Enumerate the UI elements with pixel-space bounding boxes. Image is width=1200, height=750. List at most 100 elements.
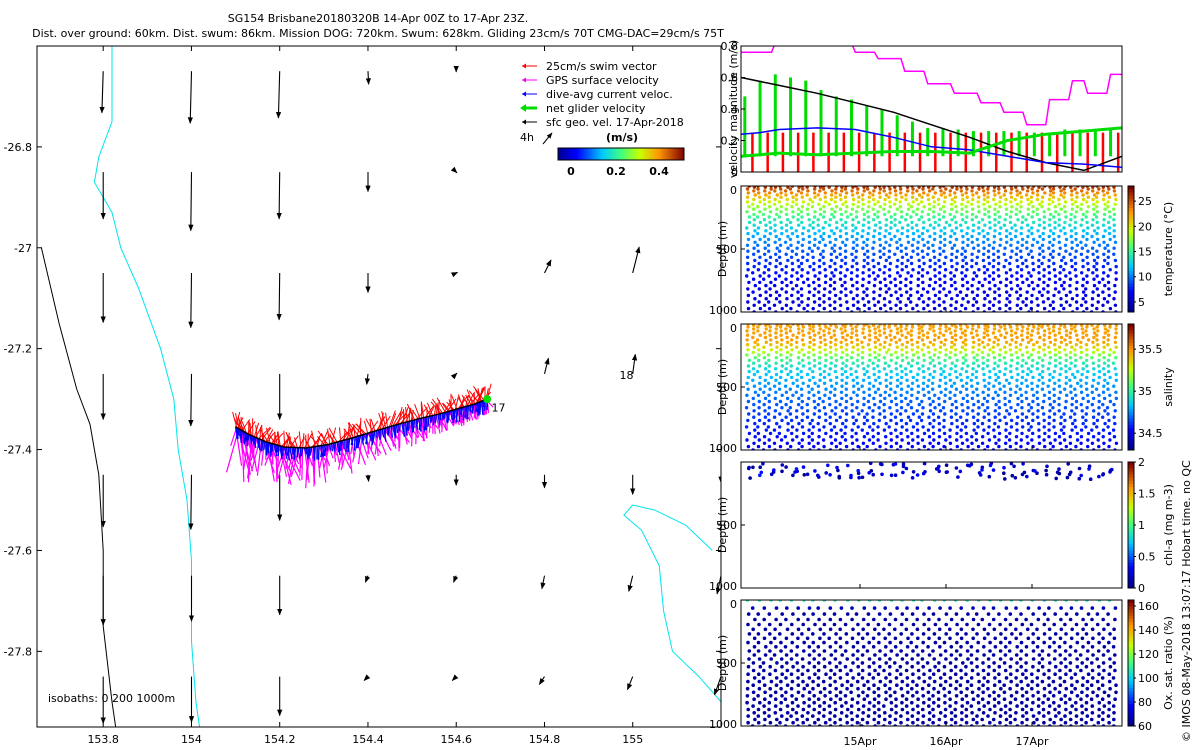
chla-sample [1097, 474, 1101, 479]
swim-vector [260, 429, 265, 442]
chla-sample [1088, 477, 1093, 482]
temperature-sample [780, 231, 784, 236]
temperature-colorbar-segment [1128, 217, 1134, 222]
temperature-sample [1103, 258, 1107, 263]
salinity-sample [961, 396, 965, 401]
salinity-sample [839, 390, 844, 394]
salinity-sample [807, 324, 812, 327]
temperature-sample [893, 252, 897, 256]
temperature-sample [964, 220, 968, 225]
temperature-sample [871, 193, 875, 197]
salinity-sample [812, 399, 816, 404]
temperature-sample [1079, 252, 1084, 256]
chla-colorbar-segment [1128, 506, 1134, 510]
velocity-series-line [741, 46, 1122, 126]
temperature-sample [835, 226, 839, 230]
oxygen-sample [922, 679, 927, 684]
temperature-sample [878, 226, 882, 230]
oxygen-sample [840, 653, 844, 657]
temperature-sample [1036, 283, 1040, 288]
salinity-colorbar-segment [1128, 409, 1134, 413]
oxygen-sample [905, 606, 909, 610]
temperature-sample [1095, 210, 1100, 214]
oxygen-sample [899, 720, 903, 725]
oxygen-sample [997, 612, 1001, 616]
salinity-sample [785, 340, 790, 344]
salinity-colorbar-segment [1128, 364, 1134, 369]
chla-sample [856, 468, 860, 473]
temperature-sample [753, 283, 757, 288]
salinity-sample [1027, 402, 1031, 407]
temperature-sample [855, 261, 859, 266]
oxygen-sample [1018, 657, 1023, 661]
oxygen-sample [915, 717, 920, 722]
temperature-sample [866, 231, 870, 236]
salinity-colorbar-segment [1128, 390, 1134, 394]
salinity-sample [988, 369, 992, 374]
temperature-sample [843, 187, 848, 191]
temperature-sample [1031, 220, 1036, 225]
temperature-sample [854, 215, 859, 219]
oxygen-sample [746, 679, 750, 684]
oxygen-sample [932, 700, 936, 705]
temperature-sample [1064, 261, 1068, 266]
temperature-sample [816, 246, 820, 250]
temperature-sample [832, 274, 836, 278]
dac-vector [396, 424, 399, 434]
oxygen-sample [999, 686, 1003, 691]
salinity-sample [1108, 399, 1113, 404]
temperature-sample [993, 297, 997, 301]
salinity-sample [751, 361, 756, 365]
temperature-sample [827, 202, 831, 206]
dac-vector [313, 446, 316, 458]
temperature-sample [1047, 234, 1051, 239]
salinity-sample [824, 353, 828, 357]
oxygen-sample [838, 676, 843, 680]
temperature-sample [889, 237, 893, 242]
temperature-sample [991, 246, 996, 250]
salinity-sample [964, 369, 969, 374]
temperature-sample [821, 249, 825, 253]
oxygen-sample [1004, 676, 1009, 680]
oxygen-sample [806, 668, 810, 673]
salinity-sample [922, 358, 926, 363]
temperature-sample [1057, 252, 1061, 256]
temperature-sample [752, 246, 756, 250]
salinity-sample [993, 361, 997, 365]
oxygen-sample [1042, 694, 1047, 698]
dac-vector [441, 413, 444, 421]
temperature-sample [888, 205, 892, 209]
oxygen-sample [931, 694, 935, 698]
salinity-sample [747, 412, 751, 416]
oxygen-sample [927, 627, 931, 632]
temperature-sample [1041, 231, 1045, 236]
salinity-sample [958, 390, 963, 394]
temperature-sample [763, 234, 767, 239]
temperature-sample [1005, 290, 1009, 294]
temperature-sample [829, 193, 834, 197]
temperature-sample [895, 207, 899, 211]
salinity-sample [884, 421, 888, 426]
temperature-sample [926, 246, 931, 250]
salinity-sample [1081, 421, 1085, 426]
temperature-colorbar-segment [1128, 271, 1134, 275]
temperature-sample [844, 287, 848, 291]
temperature-sample [1029, 300, 1034, 304]
salinity-sample [772, 441, 777, 445]
temperature-sample [970, 186, 975, 189]
temperature-sample [839, 218, 843, 222]
temperature-sample [878, 187, 882, 191]
salinity-sample [909, 364, 914, 368]
salinity-sample [953, 338, 958, 342]
chla-colorbar-segment [1128, 581, 1134, 586]
salinity-sample [970, 372, 975, 377]
temperature-sample [867, 226, 871, 230]
temperature-sample [861, 223, 866, 227]
oxygen-sample [932, 686, 936, 691]
chla-colorbar-segment [1128, 569, 1134, 573]
temperature-sample [830, 189, 834, 193]
chla-sample [1087, 467, 1091, 471]
temperature-sample [841, 202, 845, 206]
temperature-sample [983, 277, 987, 281]
temperature-sample [943, 243, 947, 247]
